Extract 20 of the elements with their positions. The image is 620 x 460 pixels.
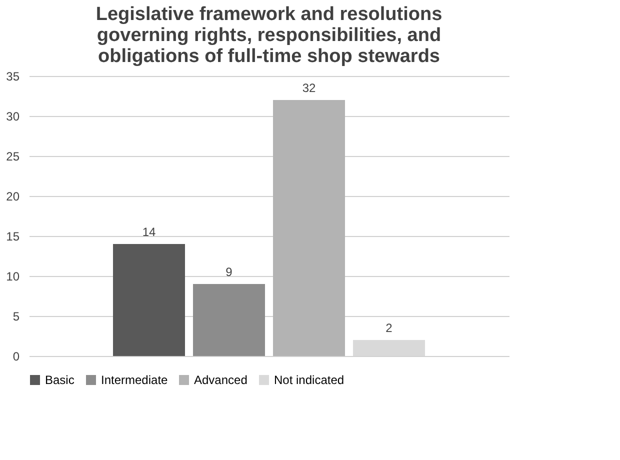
- bar: [113, 244, 185, 356]
- data-label: 32: [302, 81, 316, 95]
- legend-label: Advanced: [194, 373, 248, 387]
- legend-label: Not indicated: [274, 373, 344, 387]
- data-label: 14: [142, 225, 156, 239]
- bar: [193, 284, 265, 356]
- y-tick-label: 35: [6, 70, 20, 84]
- chart-title: Legislative framework and resolutions governing rights, responsibilities, and obligations of full-time shop stewards: [96, 4, 442, 67]
- y-tick-label: 30: [6, 110, 20, 124]
- bar: [273, 100, 345, 356]
- y-tick-label: 0: [12, 350, 20, 364]
- y-tick-label: 5: [12, 310, 20, 324]
- y-tick-label: 15: [6, 230, 20, 244]
- legend-label: Basic: [45, 373, 74, 387]
- legend-label: Intermediate: [101, 373, 168, 387]
- data-label: 9: [226, 265, 233, 279]
- y-tick-label: 20: [6, 190, 20, 204]
- y-tick-label: 25: [6, 150, 20, 164]
- y-tick-label: 10: [6, 270, 20, 284]
- data-label: 2: [386, 321, 393, 335]
